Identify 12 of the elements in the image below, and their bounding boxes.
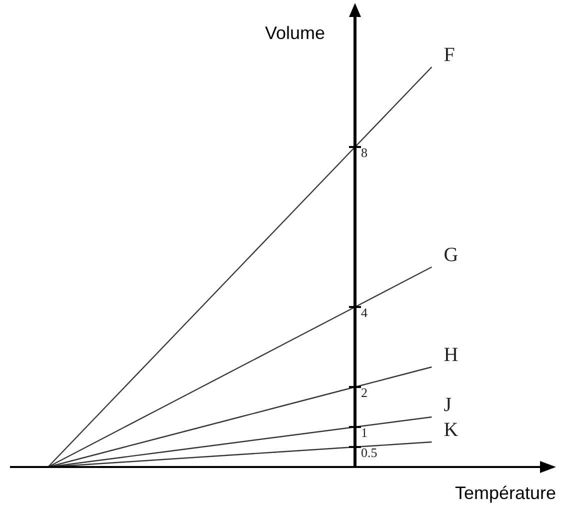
y-tick-label: 1 (361, 425, 368, 440)
y-tick-label: 0.5 (361, 445, 378, 460)
series-label: F (444, 44, 455, 66)
series-label: G (444, 244, 458, 266)
y-axis-title: Volume (264, 23, 325, 43)
y-tick-label: 4 (361, 305, 368, 320)
series-label: J (444, 394, 452, 416)
series-label: H (444, 344, 458, 366)
y-tick-label: 2 (361, 385, 368, 400)
y-tick-label: 8 (361, 145, 368, 160)
series-label: K (444, 419, 459, 441)
x-axis-title: Température (454, 483, 556, 503)
